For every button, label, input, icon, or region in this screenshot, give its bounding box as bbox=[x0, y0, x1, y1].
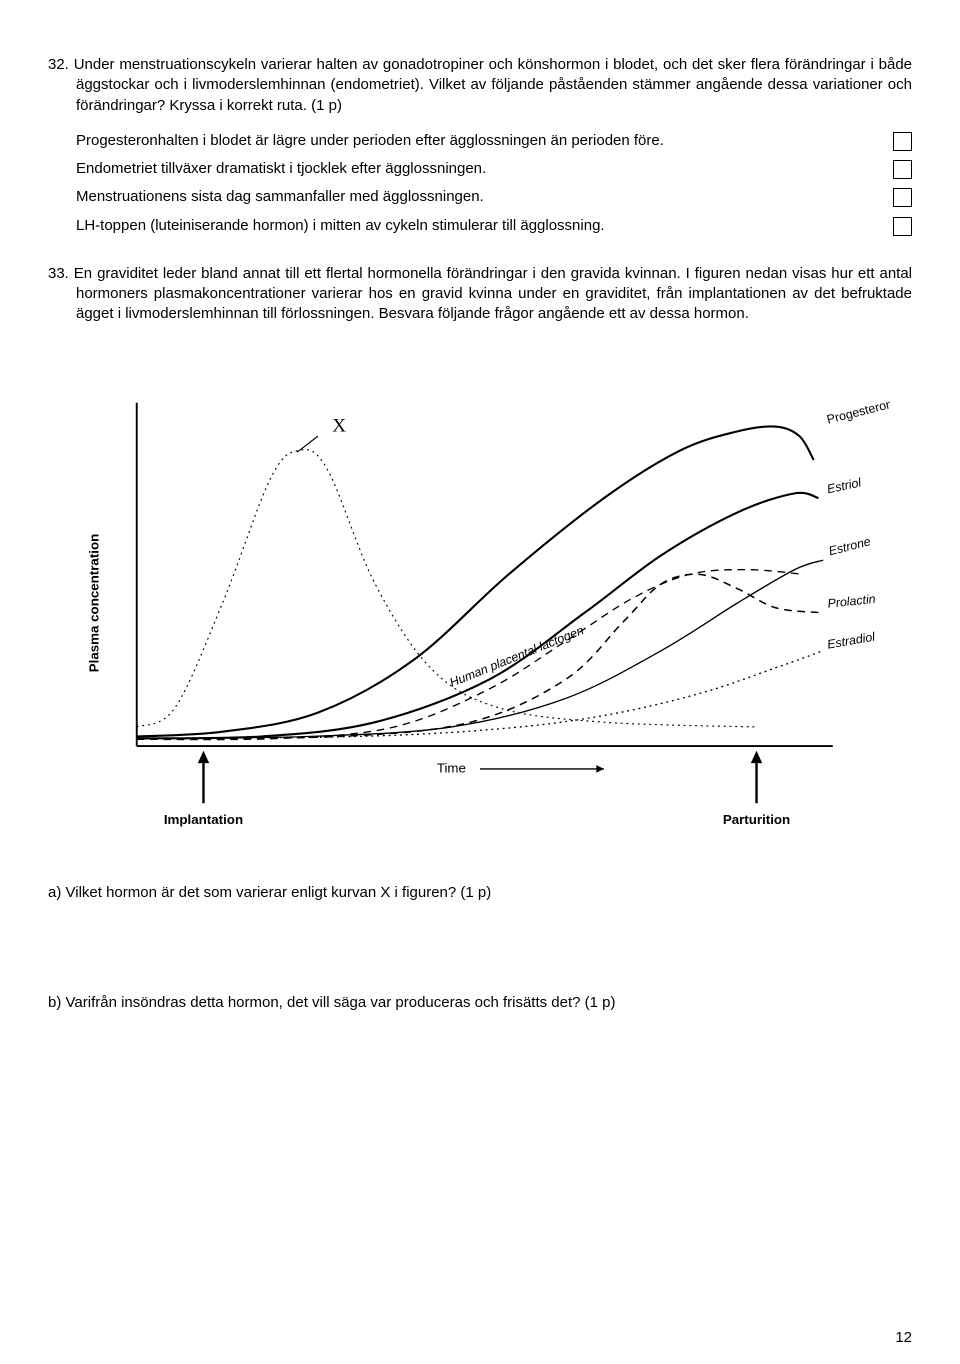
question-32: 32. Under menstruationscykeln varierar h… bbox=[48, 55, 912, 236]
curve-label: Progesterone bbox=[825, 395, 890, 427]
y-axis-label: Plasma concentration bbox=[87, 533, 102, 672]
page-number: 12 bbox=[895, 1328, 912, 1348]
checkbox[interactable] bbox=[893, 188, 912, 207]
q33-text: 33. En graviditet leder bland annat till… bbox=[48, 264, 912, 325]
curve-X bbox=[137, 449, 757, 726]
statement-text: LH-toppen (luteiniserande hormon) i mitt… bbox=[76, 216, 881, 236]
checkbox[interactable] bbox=[893, 217, 912, 236]
q33-sub-b: b) Varifrån insöndras detta hormon, det … bbox=[48, 993, 912, 1013]
statement-text: Endometriet tillväxer dramatiskt i tjock… bbox=[76, 159, 881, 179]
q32-body: Under menstruationscykeln varierar halte… bbox=[74, 56, 912, 114]
curve-prolactin bbox=[137, 574, 819, 738]
q32-text: 32. Under menstruationscykeln varierar h… bbox=[48, 55, 912, 116]
checkbox[interactable] bbox=[893, 160, 912, 179]
q32-statements: Progesteronhalten i blodet är lägre unde… bbox=[48, 131, 912, 236]
statement-row: Endometriet tillväxer dramatiskt i tjock… bbox=[76, 159, 912, 179]
statement-row: LH-toppen (luteiniserande hormon) i mitt… bbox=[76, 216, 912, 236]
curve-label: Estrone bbox=[827, 534, 872, 558]
question-33: 33. En graviditet leder bland annat till… bbox=[48, 264, 912, 325]
parturition-label: Parturition bbox=[723, 812, 790, 827]
implantation-label: Implantation bbox=[164, 812, 243, 827]
curve-x-label: X bbox=[332, 415, 346, 436]
x-axis-label: Time bbox=[437, 760, 466, 775]
statement-text: Menstruationens sista dag sammanfaller m… bbox=[76, 187, 881, 207]
statement-row: Progesteronhalten i blodet är lägre unde… bbox=[76, 131, 912, 151]
q33-body: En graviditet leder bland annat till ett… bbox=[74, 265, 912, 323]
hormone-figure: Plasma concentration Time Implantation P… bbox=[48, 353, 912, 853]
curves-group bbox=[137, 426, 824, 739]
curve-estriol bbox=[137, 492, 819, 738]
curve-label: Estriol bbox=[826, 475, 864, 496]
checkbox[interactable] bbox=[893, 132, 912, 151]
statement-text: Progesteronhalten i blodet är lägre unde… bbox=[76, 131, 881, 151]
statement-row: Menstruationens sista dag sammanfaller m… bbox=[76, 187, 912, 207]
q33-sub-a: a) Vilket hormon är det som varierar enl… bbox=[48, 883, 912, 903]
figure-svg: Plasma concentration Time Implantation P… bbox=[70, 353, 890, 853]
q32-number: 32. bbox=[48, 56, 69, 73]
curve-estrone bbox=[137, 560, 824, 738]
hpl-label: Human placental lactogen bbox=[448, 623, 586, 690]
curve-label: Prolactin bbox=[827, 591, 876, 610]
curve-hpl bbox=[137, 569, 804, 739]
curve-label: Estradiol bbox=[826, 629, 877, 651]
q33-number: 33. bbox=[48, 265, 69, 282]
